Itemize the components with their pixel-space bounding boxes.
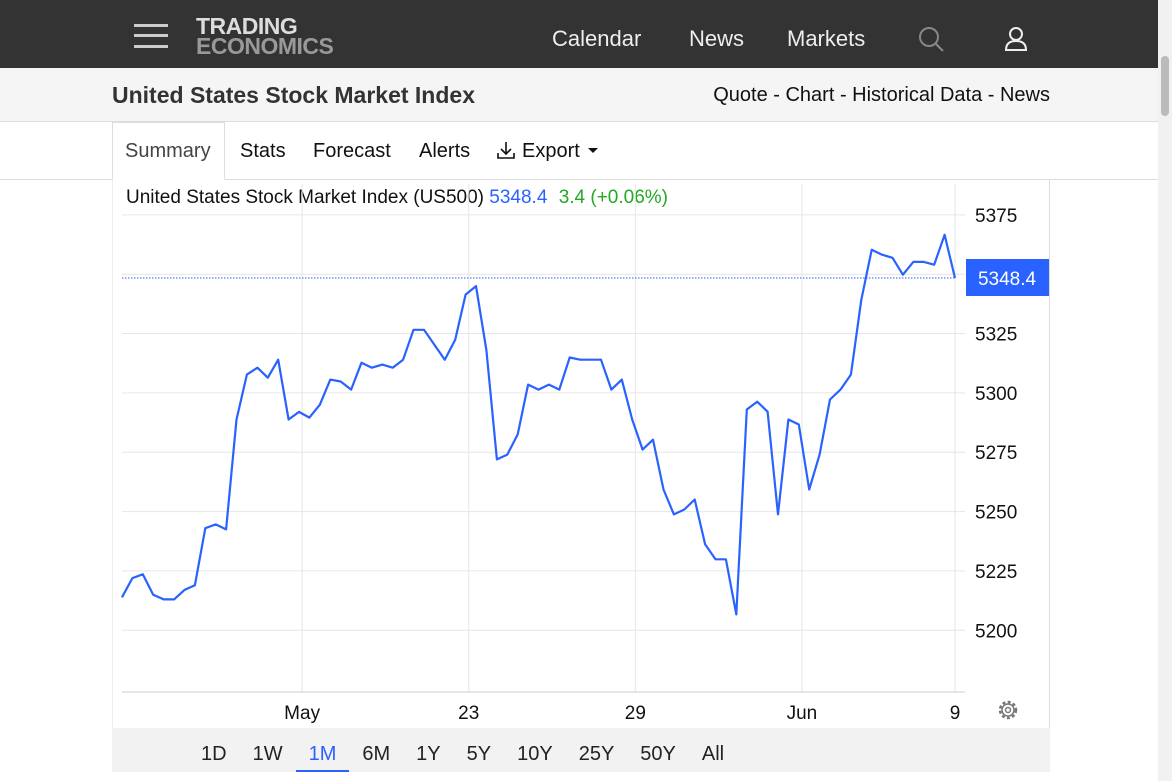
scrollbar (1158, 0, 1172, 781)
user-icon[interactable] (1003, 26, 1029, 52)
last-price: 5348.4 (489, 187, 548, 208)
chart: United States Stock Market Index (US500)… (112, 180, 1050, 728)
y-tick-label: 5325 (975, 325, 1017, 346)
menu-icon[interactable] (134, 22, 170, 50)
range-button[interactable]: All (701, 743, 725, 765)
chart-title: United States Stock Market Index (US500) (126, 187, 484, 208)
logo-line: ECONOMICS (196, 33, 334, 59)
top-bar: TRADING ECONOMICS Calendar News Markets (0, 0, 1172, 68)
logo[interactable]: TRADING ECONOMICS (196, 13, 334, 59)
range-button[interactable]: 1W (252, 743, 283, 765)
last-price-box (966, 259, 1049, 297)
page-links[interactable]: Quote - Chart - Historical Data - News (713, 84, 1050, 106)
nav-link[interactable]: Markets (787, 26, 866, 51)
range-button[interactable]: 1D (201, 743, 227, 765)
price-line (121, 233, 957, 616)
y-tick-label: 5375 (975, 206, 1017, 227)
dropdown-caret (588, 148, 598, 153)
range-button[interactable]: 6M (362, 743, 391, 765)
range-button[interactable]: 1Y (416, 743, 441, 765)
tab-row: Summary Stats Forecast Alerts Export (0, 122, 1158, 180)
tab[interactable]: Forecast (313, 140, 391, 162)
tab[interactable]: Summary (125, 140, 211, 162)
page-title: United States Stock Market Index (112, 82, 475, 108)
x-tick-label: Jun (787, 703, 818, 724)
active-tab-box (112, 122, 225, 180)
y-tick-label: 5275 (975, 443, 1017, 464)
y-tick-label: 5225 (975, 562, 1017, 583)
range-bar: 1D 1W 1M 6M 1Y 5Y 10Y 25Y 50Y All (112, 728, 1050, 772)
tab[interactable]: Alerts (419, 140, 471, 162)
price-change: 3.4 (+0.06%) (559, 187, 668, 208)
scroll-thumb[interactable] (1161, 56, 1169, 116)
y-tick-label: 5300 (975, 384, 1017, 405)
last-price-label: 5348.4 (978, 269, 1037, 290)
chart-heading: United States Stock Market Index (US500)… (126, 187, 668, 208)
range-button[interactable]: 1M (295, 728, 350, 772)
nav-link[interactable]: Calendar (552, 26, 642, 51)
settings-icon[interactable] (998, 700, 1018, 720)
tab[interactable]: Stats (240, 140, 286, 162)
y-tick-label: 5200 (975, 621, 1017, 642)
x-tick-label: May (284, 703, 320, 724)
search-icon[interactable] (918, 26, 946, 54)
y-tick-label: 5250 (975, 503, 1017, 524)
nav-link[interactable]: News (689, 26, 745, 51)
x-tick-label: 9 (950, 703, 961, 724)
logo-line: TRADING (196, 13, 298, 39)
export-icon (497, 142, 515, 159)
x-tick-label: 29 (625, 703, 646, 724)
title-bar: United States Stock Market Index Quote -… (0, 68, 1158, 122)
range-button[interactable]: 5Y (466, 743, 492, 765)
x-tick-label: 23 (458, 703, 479, 724)
tab[interactable]: Export (522, 140, 580, 162)
range-button[interactable]: 10Y (517, 743, 553, 765)
range-button[interactable]: 50Y (640, 743, 676, 765)
range-button[interactable]: 25Y (578, 743, 615, 765)
